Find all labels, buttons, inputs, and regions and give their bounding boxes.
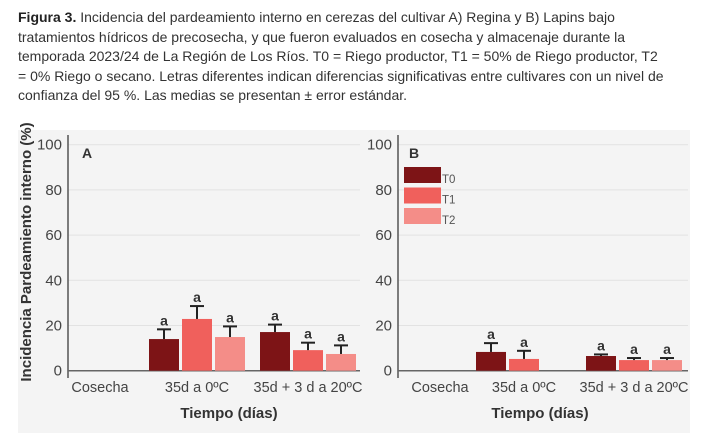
- figure-caption: Figura 3. Incidencia del pardeamiento in…: [18, 8, 698, 106]
- x-tick-label: 35d a 0ºC: [165, 380, 229, 396]
- significance-letter: a: [193, 289, 201, 305]
- significance-letter: a: [597, 337, 605, 353]
- significance-letter: a: [160, 312, 168, 328]
- legend-label: T1: [442, 195, 455, 207]
- y-tick-label: 80: [375, 182, 392, 199]
- x-tick-label: 35d a 0ºC: [492, 380, 556, 396]
- y-tick-label: 80: [45, 182, 62, 199]
- caption-label: Figura 3.: [18, 9, 77, 25]
- legend-label: T2: [442, 215, 455, 227]
- y-tick-label: 40: [45, 272, 62, 289]
- caption-line: Incidencia del pardeamiento interno en c…: [76, 9, 615, 25]
- bar-t1: [619, 360, 649, 371]
- x-tick-label: 35d + 3 d a 20ºC: [580, 380, 689, 396]
- caption-line: = 0% Riego o secano. Letras diferentes i…: [18, 67, 664, 84]
- y-tick-label: 60: [375, 227, 392, 244]
- chart-background: [18, 130, 690, 433]
- x-tick-label: 35d + 3 d a 20ºC: [254, 380, 363, 396]
- bar-t2: [326, 353, 356, 371]
- y-tick-label: 20: [45, 318, 62, 335]
- significance-letter: a: [226, 309, 234, 325]
- panel-label-a: A: [82, 145, 92, 161]
- y-tick-label: 0: [54, 363, 62, 380]
- caption-line: temporada 2023/24 de La Región de Los Rí…: [18, 48, 658, 64]
- legend-swatch-t0: [404, 167, 441, 183]
- y-tick-label: 100: [367, 137, 392, 154]
- y-tick-label: 60: [45, 227, 62, 244]
- bar-t1: [293, 350, 323, 371]
- bar-t0: [586, 356, 616, 371]
- significance-letter: a: [663, 341, 671, 357]
- caption-line: tratamientos hídricos de precosecha, y q…: [18, 28, 626, 45]
- y-axis-label: Incidencia Pardeamiento interno (%): [18, 122, 35, 381]
- x-axis-label-a: Tiempo (días): [180, 405, 277, 422]
- bar-t1: [509, 358, 539, 371]
- bar-t0: [476, 351, 506, 371]
- significance-letter: a: [337, 328, 345, 344]
- legend-swatch-t2: [404, 208, 441, 224]
- significance-letter: a: [304, 326, 312, 342]
- bar-t2: [215, 337, 245, 371]
- significance-letter: a: [630, 341, 638, 357]
- y-tick-label: 40: [375, 272, 392, 289]
- significance-letter: a: [487, 326, 495, 342]
- x-tick-label: Cosecha: [411, 380, 469, 396]
- legend-label: T0: [442, 174, 455, 186]
- x-axis-label-b: Tiempo (días): [491, 405, 588, 422]
- y-tick-label: 20: [375, 318, 392, 335]
- bar-t1: [182, 318, 212, 371]
- significance-letter: a: [520, 334, 528, 350]
- bar-t0: [260, 332, 290, 371]
- y-tick-label: 100: [37, 137, 62, 154]
- x-tick-label: Cosecha: [71, 380, 129, 396]
- bar-t0: [149, 339, 179, 371]
- significance-letter: a: [271, 308, 279, 324]
- y-tick-label: 0: [384, 363, 392, 380]
- bar-t2: [652, 360, 682, 371]
- legend-swatch-t1: [404, 187, 441, 204]
- panel-label-b: B: [409, 145, 419, 161]
- caption-line: confianza del 95 %. Las medias se presen…: [18, 87, 408, 103]
